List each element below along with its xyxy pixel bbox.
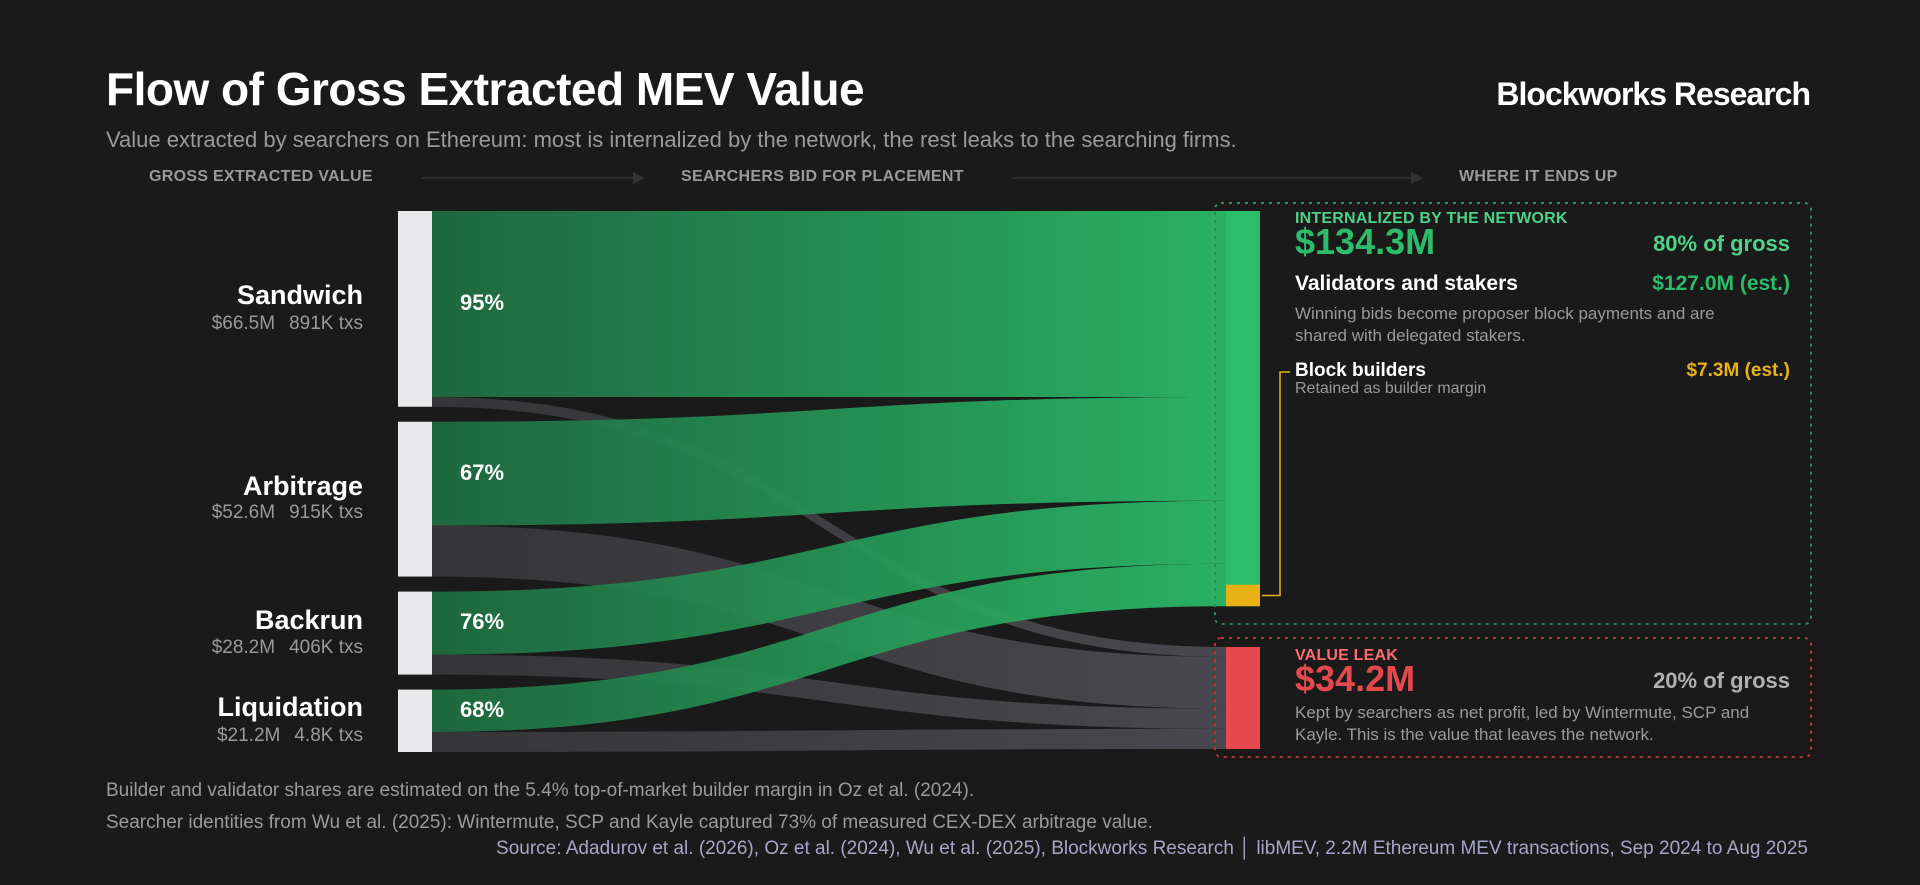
stage-label-destination: WHERE IT ENDS UP bbox=[1459, 168, 1618, 185]
builders-title: Block builders bbox=[1295, 360, 1426, 381]
category-source-bar bbox=[398, 211, 432, 407]
flow-band-leak bbox=[432, 654, 1226, 729]
category-name: Sandwich bbox=[236, 280, 363, 310]
bid-percentage: 76% bbox=[460, 609, 505, 634]
flow-band-internalized bbox=[432, 211, 1226, 397]
source-note: Source: Adadurov et al. (2026), Oz et al… bbox=[496, 838, 1808, 859]
bid-percentage: 68% bbox=[460, 697, 505, 722]
category-txs: 4.8K txs bbox=[294, 725, 363, 746]
brand-logo: Blockworks Research bbox=[1496, 76, 1811, 112]
leak-node bbox=[1226, 647, 1260, 749]
category-source-bar bbox=[398, 591, 432, 675]
internalized-node bbox=[1226, 211, 1260, 607]
leak-amount: $34.2M bbox=[1295, 658, 1416, 699]
category-value: $21.2M bbox=[216, 725, 281, 746]
footnote-searcher-identities: Searcher identities from Wu et al. (2025… bbox=[106, 812, 1153, 833]
flow-band-internalized bbox=[432, 396, 1226, 526]
flow-band-internalized bbox=[432, 563, 1226, 733]
category-txs: 891K txs bbox=[289, 313, 363, 334]
internalized-share: 80% of gross bbox=[1653, 231, 1790, 256]
internalized-amount: $134.3M bbox=[1295, 221, 1436, 262]
footnote-builder-margin: Builder and validator shares are estimat… bbox=[106, 780, 975, 801]
leak-label: VALUE LEAK bbox=[1295, 647, 1399, 664]
validators-description: Winning bids become proposer block payme… bbox=[1295, 304, 1715, 345]
flow-band-leak bbox=[432, 525, 1226, 709]
category-value: $66.5M bbox=[211, 313, 276, 334]
bid-percentage: 67% bbox=[460, 460, 505, 485]
category-source-bar bbox=[398, 689, 432, 752]
category-txs: 915K txs bbox=[289, 502, 363, 523]
flow-band-leak bbox=[432, 396, 1226, 657]
category-meta: $28.2M 406K txs bbox=[43, 637, 363, 659]
builder-bracket bbox=[1262, 371, 1290, 597]
category-name: Backrun bbox=[254, 605, 363, 635]
validators-title: Validators and stakers bbox=[1295, 272, 1518, 295]
category-name: Arbitrage bbox=[242, 471, 363, 501]
category-meta: $66.5M 891K txs bbox=[43, 313, 363, 335]
flow-band-internalized bbox=[432, 500, 1226, 655]
category-meta: $52.6M 915K txs bbox=[43, 502, 363, 524]
bid-percentage: 95% bbox=[460, 290, 505, 315]
page-title: Flow of Gross Extracted MEV Value bbox=[106, 63, 865, 115]
internalized-label: INTERNALIZED BY THE NETWORK bbox=[1295, 210, 1568, 227]
leak-panel-border bbox=[1214, 637, 1812, 758]
stage-label-bid: SEARCHERS BID FOR PLACEMENT bbox=[681, 168, 964, 185]
stage-label-gross: GROSS EXTRACTED VALUE bbox=[149, 168, 373, 185]
builder-node bbox=[1226, 584, 1260, 607]
flow-band-leak bbox=[432, 728, 1226, 752]
category-txs: 406K txs bbox=[289, 637, 363, 658]
category-source-bar bbox=[398, 421, 432, 577]
leak-share: 20% of gross bbox=[1653, 668, 1790, 693]
builders-description: Retained as builder margin bbox=[1295, 380, 1487, 397]
category-value: $28.2M bbox=[211, 637, 276, 658]
category-value: $52.6M bbox=[211, 502, 276, 523]
validators-value: $127.0M (est.) bbox=[1652, 272, 1790, 295]
builders-value: $7.3M (est.) bbox=[1686, 360, 1790, 381]
leak-description: Kept by searchers as net profit, led by … bbox=[1295, 703, 1750, 744]
internalized-panel-border bbox=[1214, 202, 1812, 625]
category-meta: $21.2M 4.8K txs bbox=[43, 725, 363, 747]
category-name: Liquidation bbox=[217, 692, 363, 722]
page-subtitle: Value extracted by searchers on Ethereum… bbox=[106, 127, 1237, 152]
